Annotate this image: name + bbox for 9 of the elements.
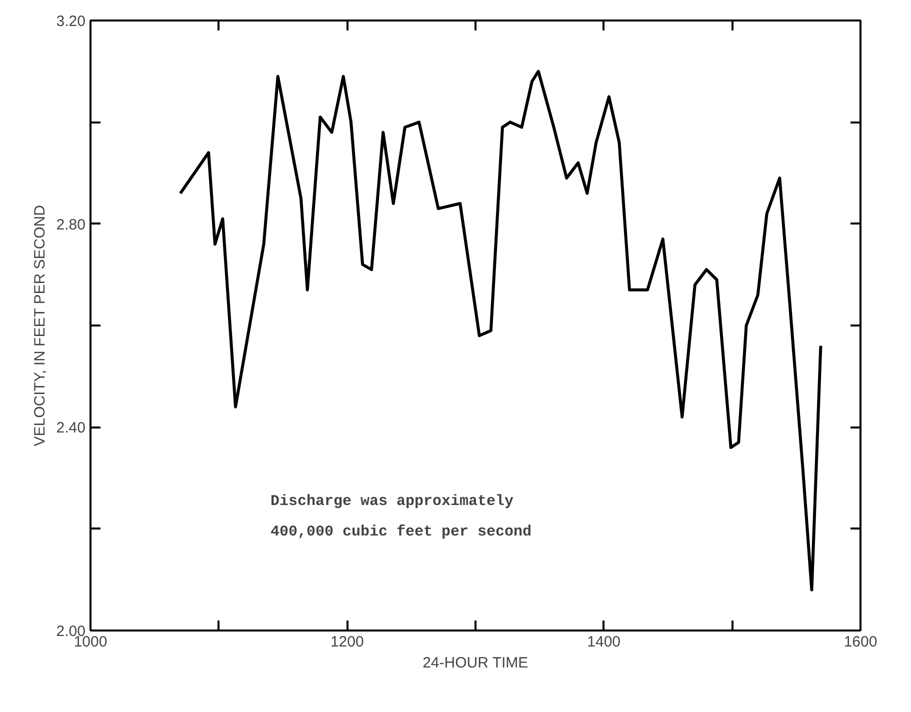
y-tick-label: 3.20	[56, 13, 86, 30]
y-tick-label: 2.80	[56, 216, 86, 234]
y-axis-title: VELOCITY, IN FEET PER SECOND	[31, 204, 48, 446]
y-tick-label: 2.40	[56, 420, 86, 437]
x-tick-label: 1400	[587, 634, 621, 650]
annotation: Discharge was approximately 400,000 cubic feet per second	[270, 492, 532, 540]
x-tick-label: 1600	[844, 634, 878, 650]
x-tick-label: 1200	[330, 634, 364, 650]
x-axis-title: 24-HOUR TIME	[422, 654, 528, 672]
